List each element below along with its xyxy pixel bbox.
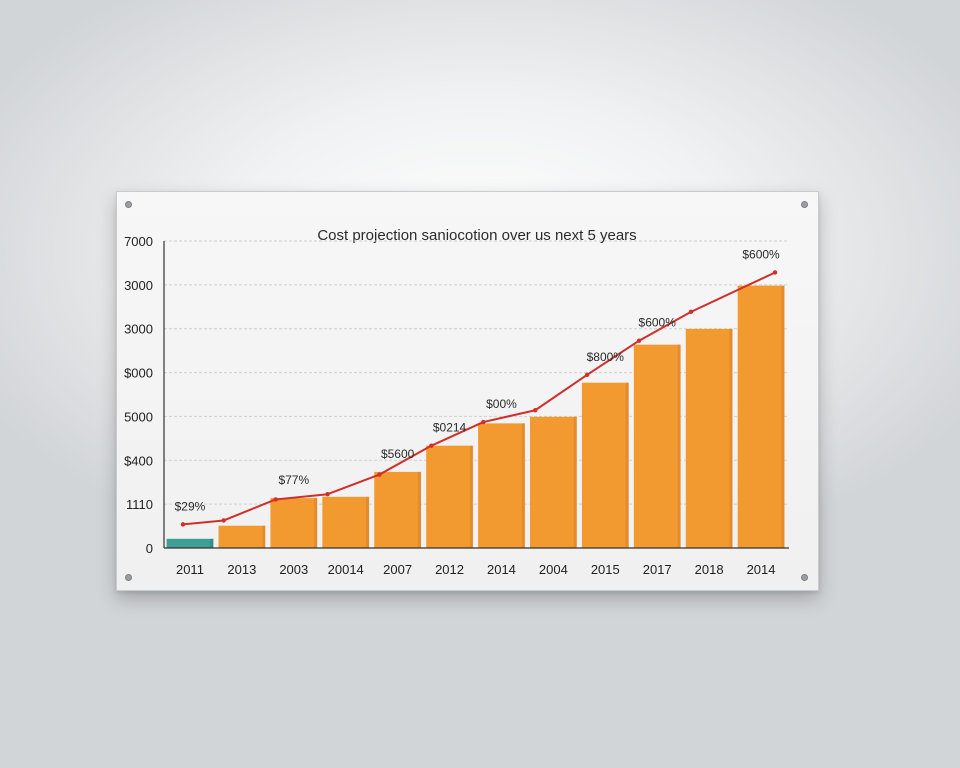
trend-point	[273, 497, 278, 502]
bar-shade	[729, 328, 733, 548]
bar	[737, 285, 785, 548]
bar-shade	[262, 525, 266, 548]
data-label: $5600	[381, 447, 415, 461]
trend-point	[221, 518, 226, 523]
bar-shade	[314, 498, 318, 548]
bar	[322, 496, 370, 548]
x-tick-label: 2011	[176, 562, 204, 577]
trend-point	[688, 309, 694, 315]
screw-icon	[125, 201, 132, 208]
x-tick-label: 2007	[383, 562, 412, 577]
y-tick-label: 3000	[124, 322, 153, 337]
screw-icon	[801, 201, 808, 208]
chart-title: Cost projection saniocotion over us next…	[317, 227, 636, 244]
trend-line-group	[180, 270, 778, 527]
bar-shade	[417, 471, 421, 548]
y-tick-label: 3000	[124, 278, 153, 293]
trend-point	[429, 443, 434, 448]
bar	[218, 525, 266, 548]
bar-shade	[573, 416, 577, 548]
x-tick-label: 2014	[747, 562, 776, 577]
x-tick-label: 2014	[487, 562, 516, 577]
trend-point	[377, 472, 382, 477]
data-label: $77%	[278, 473, 309, 487]
bar	[166, 538, 214, 548]
trend-point	[772, 270, 778, 275]
y-tick-label: 1110	[126, 497, 153, 512]
x-tick-label: 2004	[539, 562, 568, 577]
trend-point	[636, 338, 642, 343]
trend-point	[584, 372, 590, 378]
axes: 0 1110 $400 5000 $000 3000 3000 7000 2011 2013 200…	[124, 234, 789, 577]
screw-icon	[125, 574, 132, 581]
trend-line	[182, 271, 776, 526]
x-tick-label: 20014	[328, 562, 364, 577]
bar-shade	[677, 344, 681, 548]
bar	[478, 423, 525, 548]
screw-icon	[801, 574, 808, 581]
bar	[633, 344, 681, 548]
x-tick-label: 2013	[227, 562, 256, 577]
data-label: $800%	[587, 350, 625, 364]
bar-shade	[521, 423, 525, 548]
trend-point	[180, 522, 186, 527]
y-tick-label: $400	[124, 453, 153, 468]
y-tick-label: $000	[124, 366, 153, 381]
x-tick-label: 2017	[643, 562, 672, 577]
y-tick-label: 5000	[124, 409, 153, 424]
bar	[530, 416, 577, 548]
data-label: $29%	[175, 499, 206, 513]
bar-shade	[469, 445, 473, 548]
bar-shade	[210, 538, 214, 548]
bars	[166, 285, 785, 548]
trend-point	[481, 419, 486, 425]
trend-point	[533, 408, 538, 413]
data-labels: $29% $77% $5600 $0214 $00% $800% $600% $600%	[175, 247, 780, 513]
bar	[426, 445, 473, 548]
data-label: $600%	[639, 316, 677, 330]
data-label: $600%	[742, 247, 780, 261]
bar	[270, 498, 318, 548]
gridlines	[164, 240, 787, 505]
x-tick-label: 2015	[591, 562, 620, 577]
bar-shade	[366, 496, 370, 548]
bar	[685, 328, 733, 548]
y-tick-label: 0	[146, 541, 153, 556]
y-tick-label: 7000	[124, 234, 153, 249]
cost-projection-chart: Cost projection saniocotion over us next…	[124, 227, 789, 577]
bar-shade	[781, 285, 785, 548]
bar	[581, 382, 629, 548]
x-tick-label: 2018	[695, 562, 724, 577]
data-label: $0214	[433, 421, 467, 435]
trend-point	[325, 492, 330, 497]
x-tick-label: 2003	[279, 562, 308, 577]
bar-shade	[625, 382, 629, 548]
bar	[374, 471, 421, 548]
data-label: $00%	[486, 397, 517, 411]
chart-board: Cost projection saniocotion over us next…	[116, 191, 819, 591]
x-tick-label: 2012	[435, 562, 464, 577]
